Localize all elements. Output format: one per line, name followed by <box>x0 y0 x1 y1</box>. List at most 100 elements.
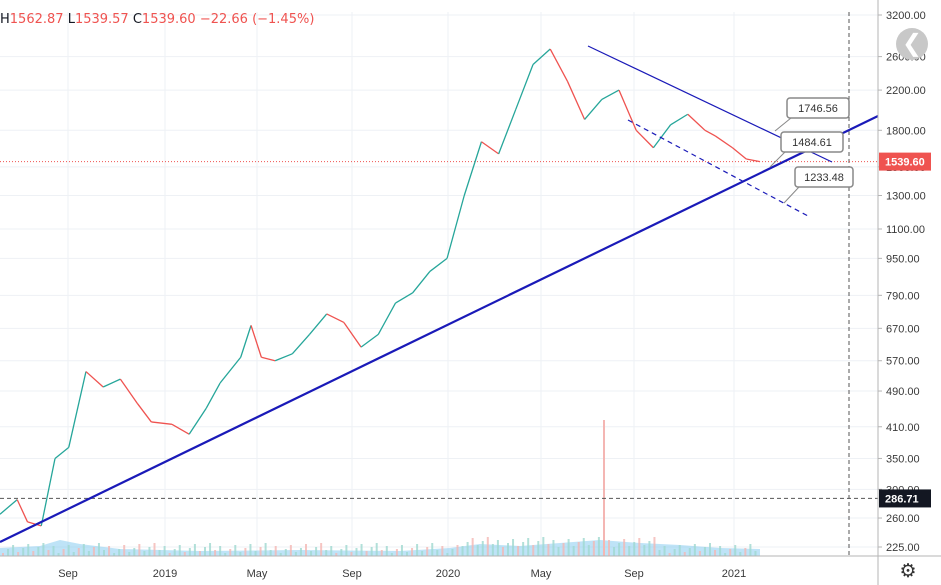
gear-icon[interactable]: ⚙ <box>899 560 917 582</box>
callout-pointer <box>774 117 792 132</box>
price-segment <box>137 403 152 423</box>
volume-bar <box>688 548 691 556</box>
price-segment <box>429 257 448 272</box>
volume-bar <box>577 542 580 556</box>
reference-price-tag: 286.71 <box>879 489 931 508</box>
close-label: C <box>132 12 142 27</box>
volume-bar <box>572 546 575 556</box>
volume-bar <box>587 545 590 556</box>
volume-bar <box>340 549 343 556</box>
price-callouts: 1746.56 1484.61 1233.48 <box>769 97 854 204</box>
volume-bar <box>12 545 15 556</box>
last-price-tag-bg <box>879 152 931 171</box>
volume-bar <box>421 551 424 556</box>
volume-bar <box>22 548 25 556</box>
volume-bar <box>57 553 60 556</box>
volume-bar <box>123 545 126 556</box>
volume-bar <box>153 543 156 556</box>
volume-bar <box>345 545 348 556</box>
y-tick-label: 350.00 <box>886 453 920 465</box>
volume-bar <box>315 547 318 556</box>
volume-bar <box>431 543 434 556</box>
x-tick-label: 2021 <box>722 568 746 580</box>
price-segment <box>704 129 716 137</box>
trendline-channel <box>627 119 809 217</box>
volume-bar <box>224 553 227 556</box>
volume-bar <box>269 550 272 556</box>
price-segment <box>343 322 362 348</box>
y-axis: 225.00260.00300.00350.00410.00490.00570.… <box>878 10 926 554</box>
price-segment <box>102 378 121 388</box>
volume-bar <box>668 553 671 556</box>
volume-bar <box>729 549 732 556</box>
y-tick-label: 790.00 <box>886 290 920 302</box>
volume-bar <box>294 552 297 556</box>
volume-bar <box>436 550 439 556</box>
price-segment <box>291 333 310 355</box>
volume-bar <box>385 546 388 556</box>
volume-bar <box>183 552 186 556</box>
volume-bar <box>527 538 530 556</box>
volume-bar <box>754 551 757 556</box>
volume-bar <box>693 544 696 556</box>
price-segment <box>498 108 517 155</box>
volume-bar <box>274 546 277 556</box>
price-segment <box>687 113 706 131</box>
callout-pointer <box>769 151 786 168</box>
volume-bar <box>87 551 90 556</box>
volume-bar <box>663 546 666 556</box>
price-segment <box>481 141 500 155</box>
volume-bar <box>249 544 252 556</box>
volume-bar <box>279 553 282 556</box>
low-value: 1539.57 <box>74 12 129 27</box>
volume-bar <box>244 548 247 556</box>
y-tick-label: 2200.00 <box>886 85 926 97</box>
y-tick-label: 1300.00 <box>886 191 926 203</box>
price-segment <box>0 499 18 515</box>
price-segment <box>151 421 173 425</box>
volume-bar <box>562 543 565 556</box>
volume-bar <box>82 544 85 556</box>
volume-bar <box>72 552 75 556</box>
callout-1746.56: 1746.56 <box>774 97 850 132</box>
volume-bar <box>335 553 338 556</box>
volume-bar <box>724 553 727 556</box>
price-segment <box>532 48 551 65</box>
volume-bar <box>411 548 414 556</box>
volume-bar <box>239 552 242 556</box>
volume-bar <box>703 547 706 556</box>
price-segment <box>16 499 29 523</box>
reference-price-tag-bg <box>879 489 931 508</box>
volume-bar <box>613 547 616 556</box>
y-tick-label: 1800.00 <box>886 125 926 137</box>
last-price-tag: 1539.60 <box>879 152 931 171</box>
volume-bar <box>456 545 459 556</box>
volume-bar <box>350 552 353 556</box>
callout-label: 1233.48 <box>804 172 844 184</box>
price-segment <box>549 48 568 82</box>
y-tick-label: 3200.00 <box>886 10 926 22</box>
price-segment <box>68 371 87 448</box>
volume-bar <box>658 550 661 556</box>
callout-box <box>786 97 850 119</box>
volume-bar <box>522 542 525 556</box>
volume-bar <box>517 546 520 556</box>
volume-bar <box>178 545 181 556</box>
volume-bar <box>744 548 747 556</box>
volume-bar <box>532 545 535 556</box>
last-price-tag-label: 1539.60 <box>885 157 925 169</box>
volume-bar <box>638 538 641 556</box>
y-tick-label: 1100.00 <box>886 224 925 236</box>
price-series <box>0 48 761 527</box>
volume-bar <box>734 545 737 556</box>
chevron-left-icon[interactable]: ❮ <box>896 28 928 60</box>
volume-bar <box>325 550 328 556</box>
price-segment <box>40 458 56 527</box>
volume-bar <box>310 551 313 556</box>
volume-bar <box>507 543 509 556</box>
volume-bar <box>133 548 136 556</box>
price-segment <box>188 407 207 435</box>
y-tick-label: 950.00 <box>886 253 920 265</box>
y-tick-label: 225.00 <box>886 542 920 554</box>
